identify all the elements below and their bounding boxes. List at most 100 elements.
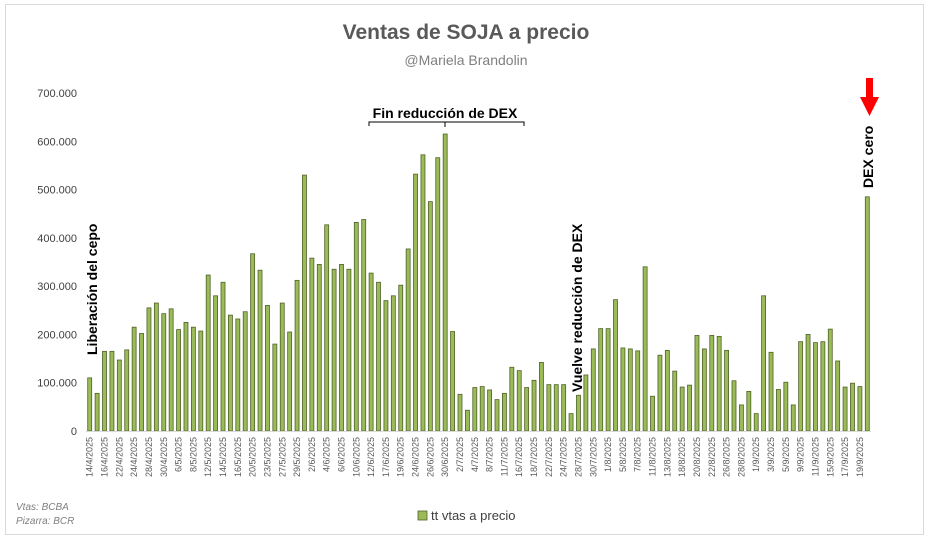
x-axis: 14/4/2025 16/4/2025 22/4/2025 24/4/2025 28/4… <box>85 437 865 477</box>
bar <box>687 384 692 432</box>
annotation-liberacion-cepo: Liberación del cepo <box>84 224 100 355</box>
red-down-arrow-icon <box>860 78 879 116</box>
y-tick-label: 100.000 <box>37 378 77 390</box>
bar <box>413 173 418 432</box>
bar <box>553 384 559 432</box>
bar <box>613 299 618 432</box>
bar <box>820 341 826 432</box>
x-tick-label: 30/7/2025 <box>588 437 598 477</box>
bar <box>294 279 300 432</box>
bar <box>664 349 670 432</box>
y-axis: 0 100.000 200.000 300.000 400.000 500.000 600.… <box>37 88 77 438</box>
bar <box>531 379 537 432</box>
bar <box>805 334 811 432</box>
bar <box>605 328 611 432</box>
x-tick-label: 7/8/2025 <box>633 437 643 472</box>
bar <box>739 404 744 432</box>
x-tick-label: 2/6/2025 <box>307 437 317 472</box>
bars <box>87 133 870 432</box>
x-tick-label: 30/6/2025 <box>440 437 450 477</box>
bar <box>731 380 737 432</box>
x-tick-label: 12/5/2025 <box>203 437 213 477</box>
x-tick-label: 24/7/2025 <box>559 437 569 477</box>
bar <box>287 331 293 432</box>
bar <box>524 387 530 432</box>
bar <box>798 341 804 432</box>
annotation-dex-cero: DEX cero <box>860 126 876 188</box>
x-tick-label: 14/5/2025 <box>218 437 228 477</box>
bar <box>494 399 500 432</box>
bar <box>790 404 796 432</box>
bar <box>346 268 352 432</box>
bar <box>464 409 470 432</box>
annotation-vuelve-reduccion-dex: Vuelve reducción de DEX <box>569 223 585 392</box>
bar <box>265 305 270 432</box>
bar <box>672 370 678 432</box>
x-tick-label: 6/5/2025 <box>174 437 184 472</box>
bar <box>116 359 122 432</box>
x-tick-label: 28/7/2025 <box>573 437 583 477</box>
bar <box>205 274 211 432</box>
y-tick-label: 0 <box>71 426 77 438</box>
bar <box>539 362 544 432</box>
x-tick-label: 22/8/2025 <box>707 437 717 477</box>
x-tick-label: 3/9/2025 <box>766 437 776 472</box>
bar <box>390 295 396 432</box>
bar <box>168 308 174 432</box>
bar <box>472 387 478 432</box>
x-tick-label: 2/7/2025 <box>455 437 465 472</box>
y-tick-label: 300.000 <box>37 281 77 293</box>
footnote-vtas: Vtas: BCBA <box>16 502 69 513</box>
x-tick-label: 12/6/2025 <box>366 437 376 477</box>
bar <box>242 311 248 432</box>
bar <box>776 389 781 432</box>
bar <box>746 391 752 432</box>
bar <box>198 330 204 432</box>
y-tick-label: 600.000 <box>37 136 77 148</box>
bar <box>316 264 322 432</box>
bar <box>153 302 159 432</box>
y-tick-label: 500.000 <box>37 185 77 197</box>
x-tick-label: 29/5/2025 <box>292 437 302 477</box>
bar <box>516 370 522 432</box>
bar <box>361 219 367 432</box>
bar <box>146 307 152 432</box>
bar <box>353 222 359 432</box>
legend-label: tt vtas a precio <box>431 508 516 523</box>
x-tick-label: 17/6/2025 <box>381 437 391 477</box>
x-tick-label: 6/6/2025 <box>336 437 346 472</box>
x-tick-label: 11/9/2025 <box>810 437 820 476</box>
bar <box>479 386 485 432</box>
x-tick-label: 16/4/2025 <box>100 437 110 477</box>
bar <box>376 281 381 432</box>
bar <box>339 264 344 432</box>
bar <box>768 351 774 432</box>
bar <box>598 328 604 432</box>
bar <box>109 350 115 432</box>
bar <box>650 395 655 432</box>
bar <box>546 384 552 432</box>
bar <box>102 350 107 432</box>
bar <box>235 318 241 432</box>
bar <box>709 334 715 432</box>
bar <box>590 348 596 432</box>
bar <box>139 333 144 432</box>
x-tick-label: 28/8/2025 <box>736 437 746 477</box>
bar <box>124 349 130 432</box>
bar <box>94 392 100 432</box>
x-tick-label: 24/6/2025 <box>411 437 421 477</box>
x-tick-label: 27/5/2025 <box>277 437 287 477</box>
bar <box>561 384 567 432</box>
bar <box>302 174 307 432</box>
x-tick-label: 5/9/2025 <box>781 437 791 472</box>
bar <box>190 326 196 432</box>
y-tick-label: 400.000 <box>37 233 77 245</box>
x-tick-label: 8/5/2025 <box>188 437 198 472</box>
bar <box>368 272 374 432</box>
chart-subtitle: @Mariela Brandolin <box>404 52 527 68</box>
bar <box>272 343 278 432</box>
bar <box>324 224 330 432</box>
bar <box>420 154 426 432</box>
bar <box>183 321 189 432</box>
x-tick-label: 9/9/2025 <box>796 437 806 472</box>
